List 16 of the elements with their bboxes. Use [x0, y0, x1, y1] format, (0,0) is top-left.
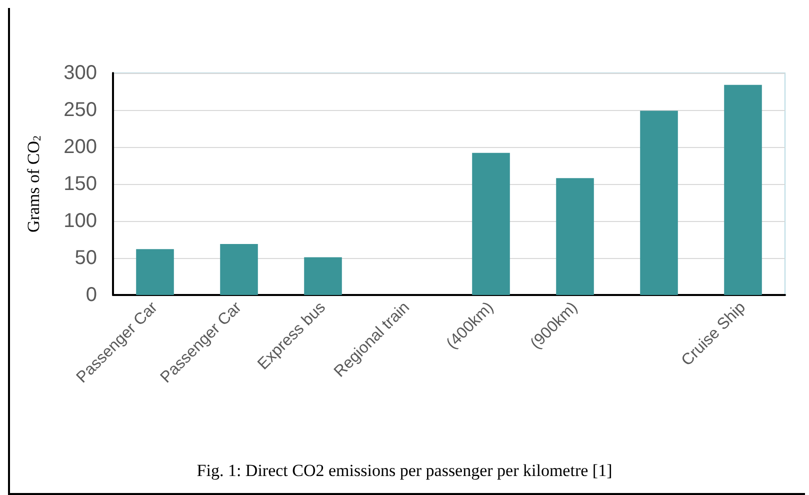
y-tick-label: 250	[64, 99, 97, 121]
bar	[136, 249, 174, 295]
y-axis-title: Grams of CO2	[24, 135, 44, 233]
y-tick-label: 0	[86, 284, 97, 306]
caption: Fig. 1: Direct CO2 emissions per passenger per kilometre [1]	[196, 461, 612, 480]
y-tick-label: 100	[64, 210, 97, 232]
bar	[556, 178, 594, 295]
bar	[472, 152, 510, 295]
bar	[724, 84, 762, 295]
y-tick-label: 150	[64, 173, 97, 195]
bar	[220, 244, 258, 295]
y-tick-label: 200	[64, 136, 97, 158]
y-tick-label: 50	[74, 247, 97, 269]
bar	[304, 257, 342, 295]
bar	[640, 110, 678, 295]
y-tick-label: 300	[64, 62, 97, 84]
